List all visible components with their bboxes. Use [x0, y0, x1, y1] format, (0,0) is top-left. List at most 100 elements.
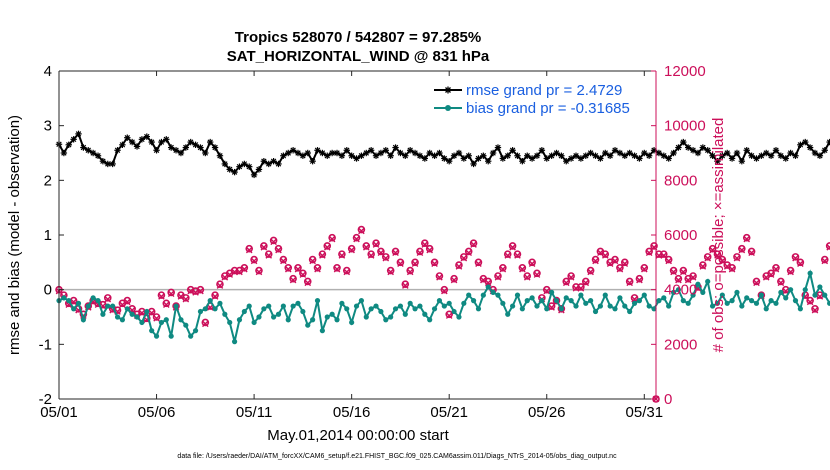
rmse-point [392, 144, 399, 151]
bias-point [344, 306, 350, 312]
bias-point [163, 317, 169, 323]
rmse-point [187, 138, 194, 146]
obs-possible-point [718, 255, 727, 264]
obs-assimilated-point [265, 252, 273, 259]
obs-assimilated-point [309, 257, 316, 265]
bias-point [407, 300, 413, 306]
rmse-point [753, 155, 760, 162]
bias-point [202, 306, 208, 312]
series-rmse [55, 130, 830, 179]
obs-possible-point [772, 263, 780, 272]
rmse-point [767, 152, 775, 159]
series-obs-possible [55, 225, 830, 327]
obs-assimilated-point [250, 257, 258, 265]
obs-assimilated-point [504, 252, 512, 259]
bias-point [422, 311, 428, 317]
rmse-point [148, 138, 155, 146]
obs-possible-point [591, 255, 600, 264]
obs-assimilated-point [816, 293, 824, 300]
bias-point [495, 292, 501, 298]
bias-point [119, 317, 126, 323]
rmse-point [402, 152, 409, 159]
legend-bias-label: bias grand pr = -0.31685 [466, 100, 630, 117]
bias-point [197, 308, 204, 315]
bias-point [807, 270, 813, 276]
obs-possible-point [406, 266, 414, 275]
obs-assimilated-point [202, 320, 209, 328]
obs-assimilated-point [562, 279, 570, 287]
obs-possible-point [786, 266, 795, 275]
bias-point [314, 298, 321, 304]
obs-assimilated-point [733, 254, 741, 262]
y-tick-label-left: 2 [44, 172, 52, 189]
bias-point [446, 300, 452, 306]
rmse-point [509, 147, 516, 154]
obs-assimilated-point [680, 268, 687, 276]
obs-assimilated-point [704, 254, 711, 262]
bias-point [622, 303, 628, 309]
rmse-point [616, 149, 624, 157]
y-tick-label-left: 0 [44, 282, 52, 299]
rmse-point [172, 147, 180, 154]
obs-possible-point [279, 255, 288, 264]
obs-possible-point [157, 291, 166, 299]
obs-assimilated-point [450, 276, 458, 284]
obs-assimilated-point [767, 271, 775, 278]
rmse-point [680, 138, 687, 146]
rmse-point [470, 160, 477, 168]
bias-point [666, 303, 672, 309]
obs-possible-point [635, 274, 644, 283]
rmse-point [489, 149, 497, 157]
rmse-point [119, 141, 126, 149]
bias-point [588, 298, 594, 304]
obs-assimilated-point [670, 268, 677, 276]
obs-possible-point [650, 242, 658, 250]
obs-assimilated-point [275, 246, 282, 254]
bias-point [90, 295, 96, 301]
rmse-point [309, 157, 316, 165]
obs-possible-point [777, 277, 785, 286]
obs-assimilated-point [392, 249, 399, 257]
obs-assimilated-point [158, 293, 165, 300]
rmse-point [455, 149, 463, 157]
bias-point [529, 295, 535, 301]
rmse-point [670, 149, 677, 157]
rmse-point [324, 152, 331, 159]
bias-point [280, 303, 286, 309]
bias-point [602, 292, 608, 298]
bias-point [748, 298, 755, 304]
rmse-point [777, 152, 785, 159]
rmse-point [255, 166, 263, 173]
rmse-point [816, 152, 824, 159]
bias-point [661, 295, 667, 301]
obs-possible-point [518, 263, 527, 272]
obs-assimilated-point [187, 287, 194, 295]
bias-point [61, 295, 67, 301]
obs-possible-point [552, 296, 561, 305]
obs-assimilated-point [382, 254, 390, 262]
x-tick-label: 05/11 [236, 404, 272, 421]
obs-possible-point [255, 266, 263, 275]
rmse-point [216, 152, 224, 159]
obs-possible-point [767, 269, 775, 278]
obs-possible-point [738, 244, 746, 253]
obs-assimilated-point [338, 252, 346, 259]
rmse-point [411, 149, 419, 157]
rmse-point [421, 155, 429, 162]
obs-possible-point [367, 250, 375, 258]
obs-assimilated-point [748, 249, 755, 257]
obs-possible-point [455, 261, 463, 269]
bias-point [153, 333, 160, 339]
obs-possible-point [796, 258, 805, 267]
obs-assimilated-point [397, 260, 404, 267]
obs-possible-point [294, 263, 302, 272]
bias-point [812, 292, 818, 298]
rmse-point [167, 144, 175, 151]
rmse-point [236, 163, 243, 170]
legend-rmse-label: rmse grand pr = 2.4729 [466, 82, 622, 99]
bias-point [85, 303, 91, 309]
y-tick-label-right: 4000 [664, 282, 697, 299]
obs-assimilated-point [138, 309, 146, 317]
bias-point [378, 308, 384, 315]
rmse-point [606, 152, 614, 159]
